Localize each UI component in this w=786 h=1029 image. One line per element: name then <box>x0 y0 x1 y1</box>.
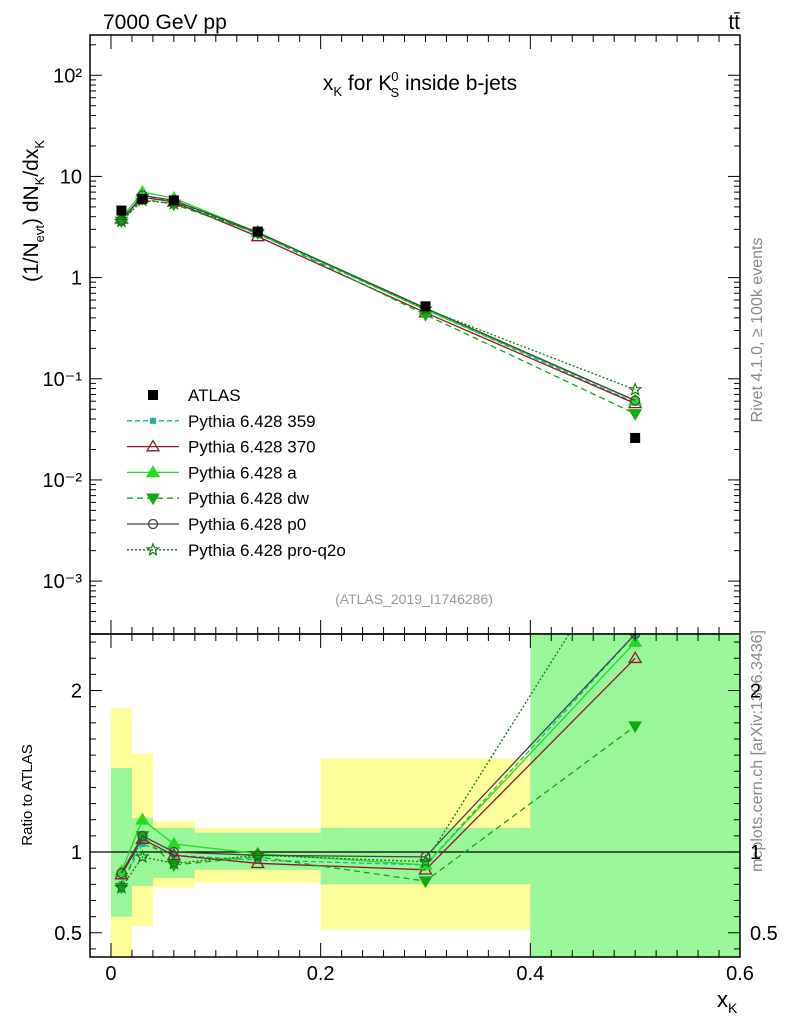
main-y-label: (1/Nevt) dNK/dxK <box>20 140 47 282</box>
stat-uncertainty-band <box>530 634 740 957</box>
marker <box>146 493 160 506</box>
legend-item: Pythia 6.428 a <box>127 463 297 482</box>
marker <box>116 205 127 216</box>
ratio-y-axis: 0.5 0.5 1 1 2 2 <box>54 641 778 950</box>
marker <box>628 721 643 734</box>
marker <box>630 395 641 406</box>
header-left: 7000 GeV pp <box>103 11 227 34</box>
marker <box>114 864 129 877</box>
marker <box>250 847 265 862</box>
main-title: xK for K0 S inside b-jets <box>323 69 517 100</box>
x-tick-label: 0.2 <box>307 963 335 985</box>
x-tick-label: 0.4 <box>516 963 544 985</box>
marker <box>147 518 159 530</box>
marker <box>628 634 643 647</box>
ratio-bands <box>110 634 740 957</box>
y-tick-label: 2 <box>71 681 82 703</box>
marker <box>114 879 129 894</box>
source-info: mcplots.cern.ch [arXiv:1306.3436] <box>749 630 766 872</box>
marker <box>630 523 641 534</box>
marker <box>418 876 433 889</box>
marker <box>628 409 643 421</box>
legend-label: Pythia 6.428 pro-q2o <box>188 541 346 560</box>
ratio-line <box>120 725 636 888</box>
legend-label: Pythia 6.428 a <box>188 463 297 482</box>
series-line <box>121 199 636 391</box>
legend-item: Pythia 6.428 pro-q2o <box>127 541 346 560</box>
marker <box>168 195 179 206</box>
y-tick-label: 10⁻¹ <box>43 369 83 391</box>
rivet-info: Rivet 4.1.0, ≥ 100k events <box>749 238 766 423</box>
ratio-line <box>120 634 636 874</box>
y-tick-label: 1 <box>750 842 761 864</box>
y-tick-label: 0.5 <box>750 923 778 945</box>
marker <box>116 867 127 879</box>
marker <box>135 831 150 844</box>
x-axis-label: xK <box>717 987 738 1016</box>
y-tick-label: 10² <box>53 65 82 87</box>
y-tick-label: 2 <box>750 681 761 703</box>
marker <box>166 855 182 870</box>
legend-item: Pythia 6.428 370 <box>127 438 316 457</box>
legend-item: Pythia 6.428 p0 <box>127 515 306 534</box>
marker <box>150 417 156 424</box>
marker <box>145 542 161 557</box>
marker <box>137 193 148 204</box>
legend-label: Pythia 6.428 dw <box>188 489 310 508</box>
legend-item: ATLAS <box>148 386 241 405</box>
legend-label: Pythia 6.428 p0 <box>188 515 306 534</box>
marker <box>114 213 129 228</box>
legend-label: Pythia 6.428 370 <box>188 438 316 457</box>
ratio-frame <box>89 633 741 958</box>
x-axis: 0 0.2 0.4 0.6 <box>89 634 754 985</box>
main-panel: 10⁻³ 10⁻² 10⁻¹ 1 10 10² <box>43 34 741 635</box>
svg-text:(1/Nevt) dNK/dxK: (1/Nevt) dNK/dxK <box>20 140 47 282</box>
y-tick-label: 1 <box>71 842 82 864</box>
marker <box>145 465 161 478</box>
ratio-line <box>120 657 636 875</box>
ratio-line <box>120 634 636 885</box>
analysis-annotation: (ATLAS_2019_I1746286) <box>335 591 493 607</box>
marker <box>420 301 431 312</box>
svg-text:xK: xK <box>717 987 738 1016</box>
series-line <box>121 196 636 405</box>
legend: ATLAS Pythia 6.428 359 Pythia 6.428 370 Pyt… <box>127 386 346 560</box>
ratio-series <box>114 523 643 895</box>
x-tick-label: 0.6 <box>726 963 754 985</box>
legend-item: Pythia 6.428 359 <box>127 412 316 431</box>
main-y-axis: 10⁻³ 10⁻² 10⁻¹ 1 10 10² <box>43 44 740 635</box>
marker <box>166 847 182 861</box>
ratio-line <box>120 641 636 872</box>
marker <box>630 432 641 443</box>
y-tick-label: 10⁻³ <box>43 571 83 593</box>
marker <box>148 390 158 400</box>
legend-label: ATLAS <box>188 386 241 405</box>
y-tick-label: 10⁻² <box>43 470 83 492</box>
marker <box>627 382 643 396</box>
ratio-panel: 0 0.2 0.4 0.6 0.5 0.5 1 1 2 2 <box>54 523 778 985</box>
marker <box>137 830 148 842</box>
marker <box>135 812 150 825</box>
marker <box>628 650 643 664</box>
y-tick-label: 1 <box>71 268 82 290</box>
legend-label: Pythia 6.428 359 <box>188 412 316 431</box>
marker <box>252 226 263 237</box>
y-tick-label: 0.5 <box>54 923 82 945</box>
main-series <box>114 184 643 443</box>
series-line <box>121 198 636 415</box>
marker <box>418 854 433 868</box>
header-right: tt̄ <box>728 11 740 34</box>
series-line <box>121 196 636 404</box>
marker <box>135 849 150 864</box>
marker <box>250 856 265 869</box>
legend-item: Pythia 6.428 dw <box>127 489 310 508</box>
x-tick-label: 0 <box>105 963 116 985</box>
ratio-y-label: Ratio to ATLAS <box>19 744 36 845</box>
marker <box>145 439 161 452</box>
y-tick-label: 10 <box>60 166 82 188</box>
